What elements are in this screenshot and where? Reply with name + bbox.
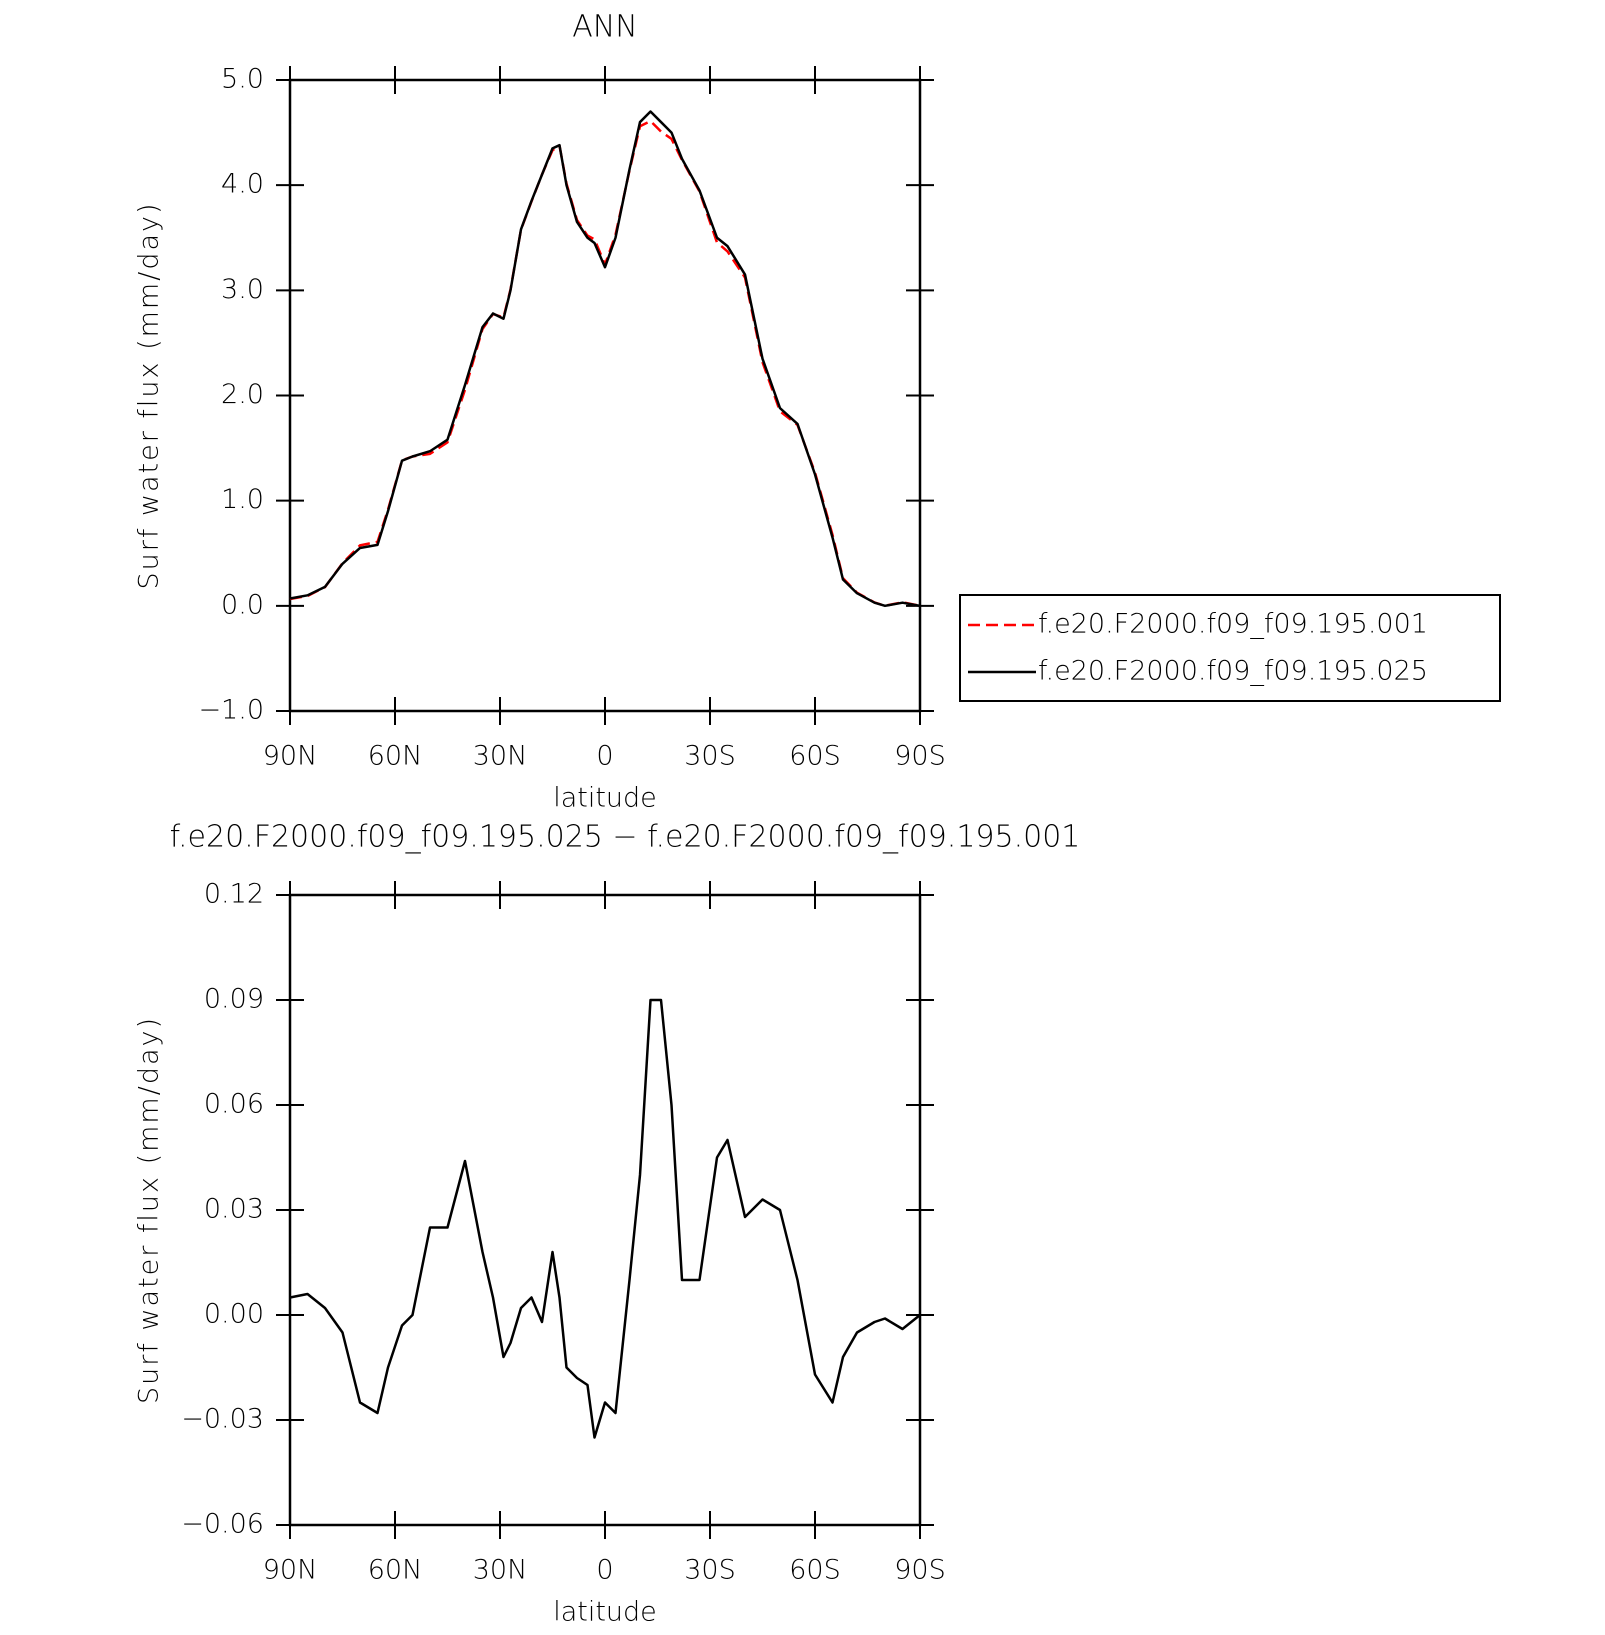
x-tick-label: 60N [368, 741, 423, 772]
x-tick-label: 30S [684, 741, 736, 772]
x-tick-label: 30N [473, 741, 528, 772]
data-line [289, 119, 921, 608]
legend-box [959, 594, 1501, 702]
x-tick-label: 60S [789, 1555, 841, 1586]
y-tick-label: 0.12 [204, 879, 264, 910]
y-tick-label: 0.09 [204, 984, 264, 1015]
x-tick-label: 30S [684, 1555, 736, 1586]
y-tick-label: 0.0 [221, 589, 264, 620]
chart-title: f.e20.F2000.f09_f09.195.025 − f.e20.F200… [170, 820, 1081, 855]
y-tick-label: 3.0 [221, 274, 264, 305]
x-tick-label: 90N [263, 1555, 318, 1586]
x-tick-label: 60N [368, 1555, 423, 1586]
y-tick-label: 0.06 [204, 1089, 264, 1120]
plot-frame [288, 78, 922, 713]
x-axis-label: latitude [553, 783, 657, 814]
y-tick-label: −1.0 [198, 695, 264, 726]
x-tick-label: 90N [263, 741, 318, 772]
y-tick-label: 0.03 [204, 1194, 264, 1225]
x-tick-label: 60S [789, 741, 841, 772]
x-tick-label: 90S [894, 741, 946, 772]
y-tick-label: 4.0 [221, 169, 264, 200]
x-axis-label: latitude [553, 1597, 657, 1628]
chart-title: ANN [572, 10, 637, 45]
x-tick-label: 90S [894, 1555, 946, 1586]
plot-frame [288, 893, 922, 1527]
y-axis-label: Surf water flux (mm/day) [134, 201, 165, 589]
x-tick-label: 0 [596, 1555, 613, 1586]
y-tick-label: 0.00 [204, 1299, 264, 1330]
y-axis-label: Surf water flux (mm/day) [134, 1016, 165, 1404]
legend-label: f.e20.F2000.f09_f09.195.001 [1038, 609, 1428, 640]
x-tick-label: 0 [596, 741, 613, 772]
y-tick-label: 5.0 [221, 64, 264, 95]
y-tick-label: −0.06 [181, 1509, 264, 1540]
y-tick-label: 1.0 [221, 484, 264, 515]
data-line [289, 998, 921, 1439]
y-tick-label: −0.03 [181, 1404, 264, 1435]
legend-label: f.e20.F2000.f09_f09.195.025 [1038, 656, 1428, 687]
data-line [289, 110, 921, 608]
y-tick-label: 2.0 [221, 379, 264, 410]
x-tick-label: 30N [473, 1555, 528, 1586]
